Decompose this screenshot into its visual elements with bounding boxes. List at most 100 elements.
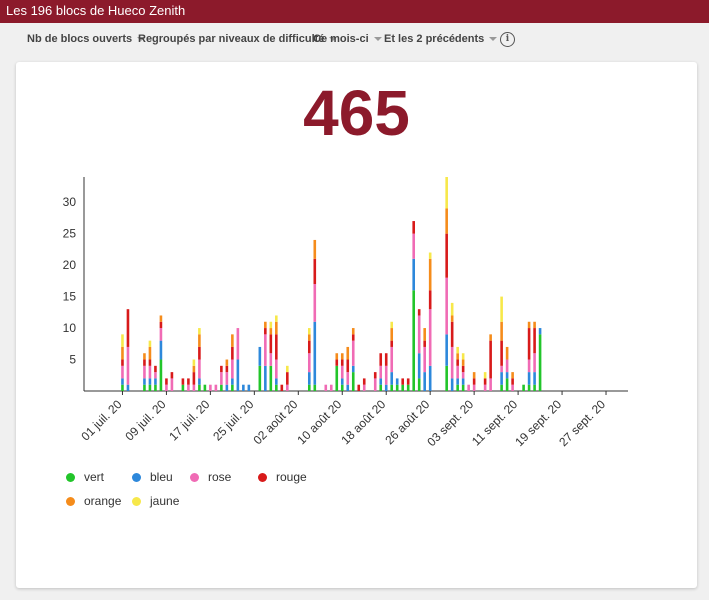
bar-segment-rouge [148,359,152,366]
bar-segment-rouge [357,384,361,391]
range-dropdown[interactable]: Et les 2 précédents [384,33,498,45]
bar-segment-orange [450,315,454,322]
bar-segment-vert [121,384,124,391]
bar-segment-rose [329,384,333,391]
bar-segment-rose [313,284,317,322]
legend-item-jaune[interactable]: jaune [132,494,179,508]
bar-segment-rose [198,359,201,379]
y-tick-label: 10 [63,321,77,335]
bar-segment-rouge [335,359,339,366]
bar-segment-rose [362,384,366,391]
bar-segment-orange [192,365,196,373]
bar-segment-rouge [390,340,394,347]
x-tick-label: 10 août 20 [294,397,344,447]
bar-segment-rouge [379,353,383,366]
period-dropdown[interactable]: Ce mois-ci [313,33,382,45]
bar-segment-rouge [159,321,163,329]
y-tick-label: 25 [63,227,77,241]
x-tick-label: 27 sept. 20 [556,397,608,449]
bar-segment-jaune [450,302,454,316]
bar-segment-orange [231,334,234,347]
bar-segment-rose [165,384,168,391]
bar-segment-vert [143,384,146,391]
legend-label: rose [208,470,232,484]
legend-dot-icon [66,473,75,482]
bar-segment-rose [236,328,240,360]
bar-segment-bleu [527,372,531,385]
bar-segment-rose [307,353,311,373]
bar-segment-bleu [159,340,163,360]
bar-segment-rose [500,365,503,373]
bar-segment-rouge [269,334,273,354]
bar-segment-rouge [384,353,388,366]
bar-segment-rose [489,378,492,391]
bar-segment-rouge [313,258,317,284]
metric-dropdown[interactable]: Nb de blocs ouverts [27,33,146,45]
bar-segment-bleu [500,372,503,385]
bar-segment-jaune [500,296,503,322]
bar-segment-rouge [187,378,190,385]
bar-segment-vert [527,384,531,391]
bar-segment-vert [269,365,273,391]
bar-segment-bleu [154,378,157,385]
bar-segment-jaune [121,334,124,347]
bar-segment-rose [286,384,289,391]
bar-segment-bleu [143,378,146,385]
legend-item-vert[interactable]: vert [66,470,104,484]
bar-segment-rose [423,346,426,373]
bar-segment-orange [505,346,509,360]
bar-segment-orange [351,328,355,335]
bar-segment-orange [313,239,317,259]
bar-segment-rouge [456,359,459,366]
bar-segment-vert [154,384,157,391]
bar-segment-rouge [500,340,503,366]
bar-segment-rose [417,315,421,354]
legend-item-orange[interactable]: orange [66,494,121,508]
info-icon[interactable]: i [500,32,515,47]
bar-segment-bleu [225,384,229,391]
bar-segment-vert [203,384,207,391]
bar-segment-rouge [533,328,536,354]
bar-segment-vert [351,372,355,391]
bar-segment-rouge [412,221,415,234]
bar-segment-rose [192,384,196,391]
bar-segment-orange [423,328,426,341]
legend-dot-icon [190,473,199,482]
bar-segment-bleu [379,378,383,385]
bar-segment-orange [527,321,531,329]
app-header: Les 196 blocs de Hueco Zenith [0,0,709,23]
legend-item-rouge[interactable]: rouge [258,470,307,484]
bar-segment-vert [538,334,542,391]
bar-segment-orange [489,334,492,341]
legend-label: rouge [276,470,307,484]
bar-segment-jaune [483,372,487,379]
bar-segment-rose [461,372,465,379]
chevron-down-icon [489,37,498,42]
bar-segment-rose [209,384,212,391]
bar-segment-rose [170,378,174,391]
bar-segment-rose [351,340,355,366]
x-tick-label: 19 sept. 20 [512,397,564,449]
legend-label: jaune [150,494,180,508]
legend-item-bleu[interactable]: bleu [132,470,173,484]
bar-segment-rose [220,372,223,385]
bar-segment-rouge [126,309,130,347]
bar-segment-rouge [307,340,311,354]
bar-segment-rouge [170,372,174,379]
legend-dot-icon [132,497,141,506]
bar-segment-bleu [390,372,394,385]
legend-dot-icon [258,473,267,482]
bar-segment-bleu [505,372,509,379]
bar-segment-bleu [351,365,355,373]
bar-segment-rouge [275,334,278,360]
legend-item-rose[interactable]: rose [190,470,231,484]
bar-segment-vert [395,384,399,391]
bar-segment-orange [500,321,503,341]
bar-segment-vert [390,384,394,391]
bar-segment-jaune [428,252,432,259]
bar-segment-orange [264,321,267,329]
grouping-dropdown[interactable]: Regroupés par niveaux de difficulté [138,33,338,45]
bar-segment-rouge [401,378,405,385]
bar-segment-orange [472,372,476,379]
bar-segment-vert [231,384,234,391]
